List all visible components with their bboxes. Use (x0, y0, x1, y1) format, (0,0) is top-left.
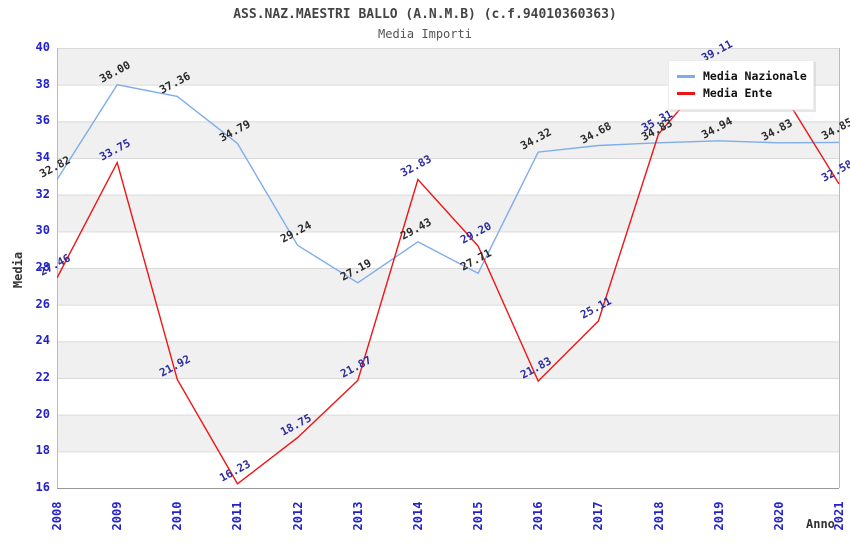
media-nazionale-line (57, 83, 840, 284)
x-tick-label: 2008 (50, 501, 64, 531)
y-tick-label: 20 (35, 406, 50, 421)
y-tick-label: 28 (35, 260, 50, 274)
legend-label: Media Nazionale (703, 69, 807, 83)
y-tick-label: 26 (35, 296, 50, 311)
y-tick-label: 38 (35, 76, 50, 91)
legend-item-media-ente: Media Ente (677, 85, 805, 101)
x-tick-label: 2010 (170, 501, 185, 531)
y-tick-label: 24 (35, 333, 50, 348)
y-tick-label: 16 (35, 480, 50, 494)
y-tick-label: 22 (35, 370, 50, 384)
x-tick-label: 2020 (771, 501, 786, 531)
x-tick-label: 2012 (290, 501, 305, 531)
x-tick-label: 2014 (410, 501, 425, 531)
red-line-swatch-icon (677, 91, 695, 95)
y-tick-label: 30 (35, 223, 50, 238)
legend-label: Media Ente (703, 86, 773, 100)
legend: Media Nazionale Media Ente (668, 60, 814, 110)
x-tick-label: 2016 (531, 501, 546, 531)
x-tick-label: 2009 (110, 501, 125, 531)
x-tick-label: 2011 (230, 501, 245, 531)
y-tick-label: 36 (35, 113, 50, 128)
legend-item-media-nazionale: Media Nazionale (677, 68, 807, 84)
x-tick-label: 2021 (832, 501, 846, 531)
chart-title: ASS.NAZ.MAESTRI BALLO (A.N.M.B) (c.f.940… (233, 7, 617, 22)
y-tick-label: 18 (35, 443, 50, 458)
x-tick-label: 2018 (651, 501, 666, 531)
x-tick-label: 2019 (711, 501, 726, 531)
x-axis-title: Anno (806, 517, 835, 531)
y-tick-label: 40 (35, 40, 50, 54)
x-tick-label: 2017 (591, 501, 606, 531)
blue-line-swatch-icon (677, 74, 695, 78)
y-tick-label: 32 (35, 186, 50, 201)
x-tick-label: 2015 (471, 501, 486, 531)
x-tick-label: 2013 (350, 501, 365, 531)
chart-subtitle: Media Importi (378, 27, 472, 41)
y-tick-label: 34 (35, 150, 50, 164)
plot-area (57, 48, 840, 489)
